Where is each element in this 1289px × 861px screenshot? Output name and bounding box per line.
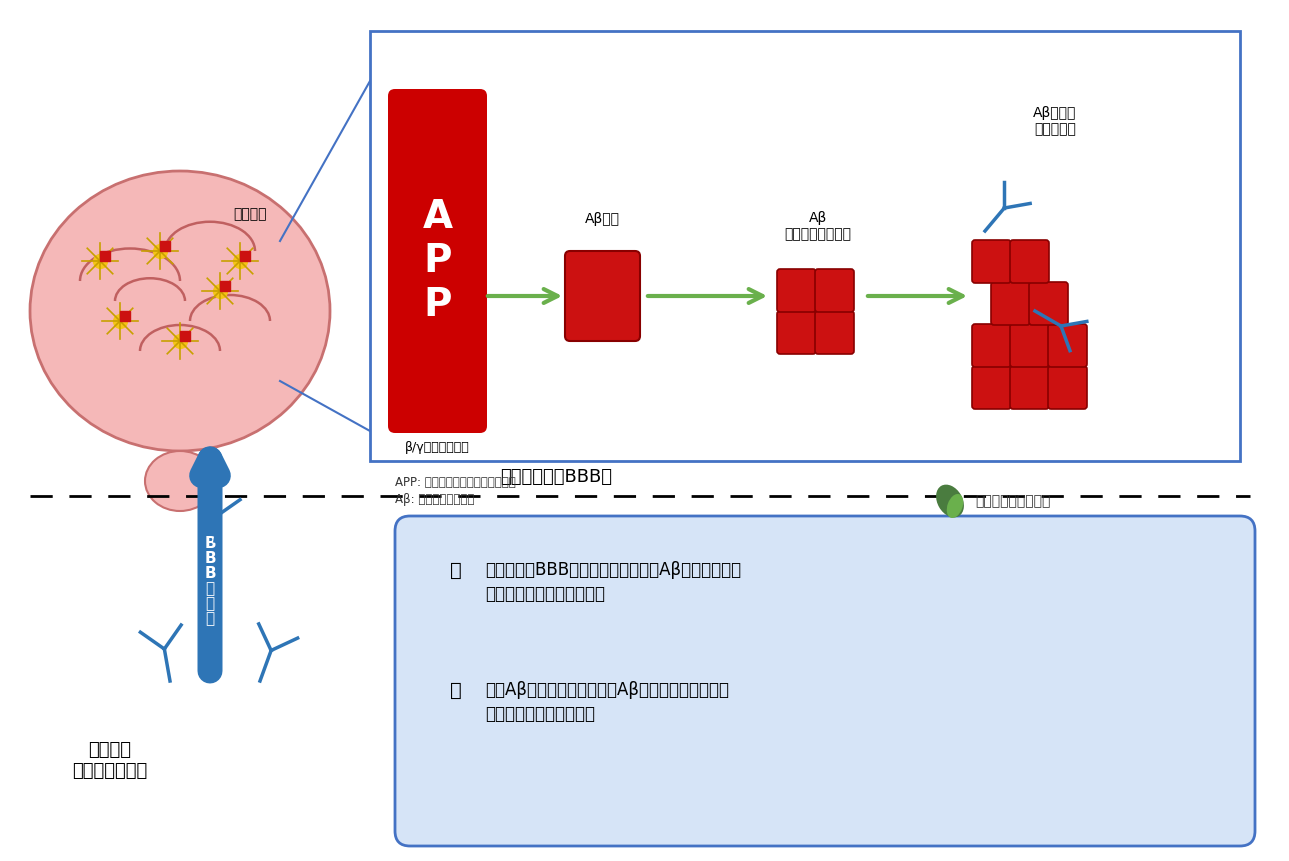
FancyBboxPatch shape xyxy=(991,282,1030,325)
Text: Aβ単体: Aβ単体 xyxy=(585,212,620,226)
Text: ケサンラ
（ドナネマブ）: ケサンラ （ドナネマブ） xyxy=(72,741,148,780)
FancyBboxPatch shape xyxy=(394,516,1255,846)
FancyBboxPatch shape xyxy=(370,31,1240,461)
Ellipse shape xyxy=(946,494,963,518)
Text: ケサンラはBBBを通過し、選択的にAβと結合してそ
の働きや凝集を抑制する。: ケサンラはBBBを通過し、選択的にAβと結合してそ の働きや凝集を抑制する。 xyxy=(485,561,741,603)
Text: ・: ・ xyxy=(450,681,461,700)
Text: Aβ凝集体
（老人斑）: Aβ凝集体 （老人斑） xyxy=(1034,106,1076,136)
Ellipse shape xyxy=(936,485,964,517)
FancyBboxPatch shape xyxy=(815,269,855,312)
Text: 新薬情報オンライン: 新薬情報オンライン xyxy=(974,494,1051,508)
FancyBboxPatch shape xyxy=(1011,324,1049,367)
FancyBboxPatch shape xyxy=(972,324,1011,367)
FancyBboxPatch shape xyxy=(565,251,641,341)
Text: 特にAβ凝集体と結合して、Aβ量の減少効果・進行
抑制効果が期待できる。: 特にAβ凝集体と結合して、Aβ量の減少効果・進行 抑制効果が期待できる。 xyxy=(485,681,730,722)
FancyBboxPatch shape xyxy=(972,366,1011,409)
Text: 血液脳関門（BBB）: 血液脳関門（BBB） xyxy=(500,468,612,486)
FancyBboxPatch shape xyxy=(1011,240,1049,283)
Text: APP: アミロイド前駆体タンパク質
Aβ: アミロイドベータ: APP: アミロイド前駆体タンパク質 Aβ: アミロイドベータ xyxy=(394,476,516,506)
Text: 神経細胞: 神経細胞 xyxy=(233,207,267,221)
FancyBboxPatch shape xyxy=(1011,366,1049,409)
Text: A
P
P: A P P xyxy=(423,198,452,324)
FancyBboxPatch shape xyxy=(815,311,855,354)
FancyBboxPatch shape xyxy=(972,240,1011,283)
FancyBboxPatch shape xyxy=(388,89,487,433)
FancyBboxPatch shape xyxy=(1029,282,1069,325)
Text: ・: ・ xyxy=(450,561,461,580)
FancyBboxPatch shape xyxy=(777,269,816,312)
Text: β/γセクレターゼ: β/γセクレターゼ xyxy=(405,441,470,454)
Ellipse shape xyxy=(30,171,330,451)
Ellipse shape xyxy=(144,451,215,511)
FancyBboxPatch shape xyxy=(777,311,816,354)
FancyBboxPatch shape xyxy=(1048,366,1087,409)
Text: B
B
B
を
通
過: B B B を 通 過 xyxy=(204,536,215,626)
FancyBboxPatch shape xyxy=(1048,324,1087,367)
Text: Aβ
プロトフィブリル: Aβ プロトフィブリル xyxy=(785,211,852,241)
